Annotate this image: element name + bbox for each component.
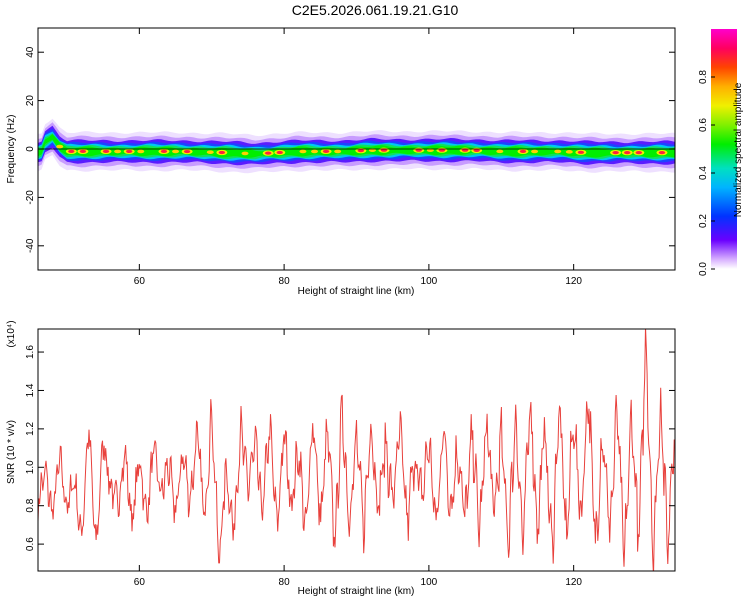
band-hotspot (311, 149, 319, 154)
bottom-y-tick-label: 1.0 (25, 460, 36, 474)
top-x-tick-label: 60 (134, 276, 146, 287)
spectrogram-panel: 60 80 100 120 40 20 0 -20 -40 Height of straigh… (6, 27, 676, 297)
top-y-tick-label: 20 (25, 95, 36, 107)
colorbar-label: Normalized spectral amplitude (733, 82, 744, 217)
band-peak (519, 149, 527, 154)
band-hotspot (172, 149, 180, 154)
top-x-tick-label: 100 (421, 276, 438, 287)
top-x-axis-label: Height of straight line (km) (298, 286, 415, 297)
bottom-y-axis-label: SNR (10 * v/v) (6, 420, 17, 484)
colorbar-ticks: 0.0 0.2 0.4 0.6 0.8 (698, 70, 715, 276)
bottom-x-axis-label: Height of straight line (km) (298, 586, 415, 597)
band-hotspot (56, 144, 64, 149)
band-peak (264, 151, 272, 155)
snr-panel: 60 80 100 120 0.6 0.8 1.0 1.2 1.4 1.6 Height of … (6, 320, 676, 597)
colorbar-tick-label: 0.8 (698, 70, 709, 84)
snr-series-line (38, 329, 675, 571)
band-peak (438, 148, 446, 152)
band-peak (380, 148, 388, 152)
band-peak (276, 150, 283, 155)
snr-frame (37, 328, 676, 572)
band-level (38, 134, 675, 158)
band-peak (102, 149, 110, 154)
bottom-x-tick-label: 100 (421, 577, 438, 588)
bottom-x-tick-label: 80 (279, 577, 291, 588)
band-peak (635, 151, 643, 155)
band-peak (160, 149, 168, 154)
colorbar: 0.0 0.2 0.4 0.6 0.8 Normalized spectral ampl… (698, 29, 744, 276)
top-y-axis-label: Frequency (Hz) (6, 115, 17, 184)
band-hotspot (496, 149, 504, 154)
band-peak (79, 149, 87, 154)
band-peak (68, 149, 75, 154)
bottom-scale-note: (x10⁴) (6, 320, 17, 347)
colorbar-tick-label: 0.4 (698, 166, 709, 180)
bottom-y-tick-label: 1.6 (25, 345, 36, 359)
band-peak (183, 149, 191, 154)
bottom-y-tick-label: 1.4 (25, 383, 36, 397)
bottom-x-axis: 60 80 100 120 (134, 329, 582, 588)
band-hotspot (206, 150, 214, 154)
bottom-y-tick-label: 0.8 (25, 498, 36, 512)
band-peak (612, 151, 619, 155)
top-x-axis: 60 80 100 120 (134, 28, 582, 287)
bottom-x-tick-label: 60 (134, 577, 146, 588)
band-hotspot (565, 150, 573, 154)
top-y-tick-label: -40 (25, 238, 36, 253)
colorbar-gradient (711, 29, 737, 269)
band-peak (415, 148, 422, 152)
band-peak (218, 150, 226, 155)
band-peak (624, 151, 631, 155)
top-x-tick-label: 120 (565, 276, 582, 287)
band-hotspot (334, 149, 342, 154)
band-peak (473, 148, 480, 152)
band-peak (322, 149, 330, 154)
band-peak (461, 148, 469, 152)
band-hotspot (554, 149, 562, 154)
bottom-y-tick-label: 1.2 (25, 421, 36, 435)
band-peak (577, 150, 585, 154)
band-peak (357, 149, 365, 153)
band-hotspot (299, 149, 307, 154)
colorbar-tick-label: 0.6 (698, 118, 709, 132)
chart-title: C2E5.2026.061.19.21.G10 (291, 2, 459, 18)
band-hotspot (241, 151, 249, 156)
top-y-axis: 40 20 0 -20 -40 (25, 46, 675, 253)
top-y-tick-label: -20 (25, 190, 36, 205)
spectral-band (38, 118, 675, 174)
band-hotspot (531, 149, 539, 154)
bottom-y-axis: 0.6 0.8 1.0 1.2 1.4 1.6 (25, 345, 675, 551)
band-hotspot (114, 149, 122, 154)
bottom-y-tick-label: 0.6 (25, 537, 36, 551)
band-hotspot (137, 149, 145, 154)
top-y-tick-label: 0 (25, 146, 36, 152)
top-x-tick-label: 80 (279, 276, 291, 287)
bottom-x-tick-label: 120 (565, 577, 582, 588)
colorbar-tick-label: 0.2 (698, 214, 709, 228)
band-peak (126, 149, 133, 154)
colorbar-tick-label: 0.0 (698, 262, 709, 276)
top-y-tick-label: 40 (25, 46, 36, 58)
band-peak (658, 151, 666, 155)
